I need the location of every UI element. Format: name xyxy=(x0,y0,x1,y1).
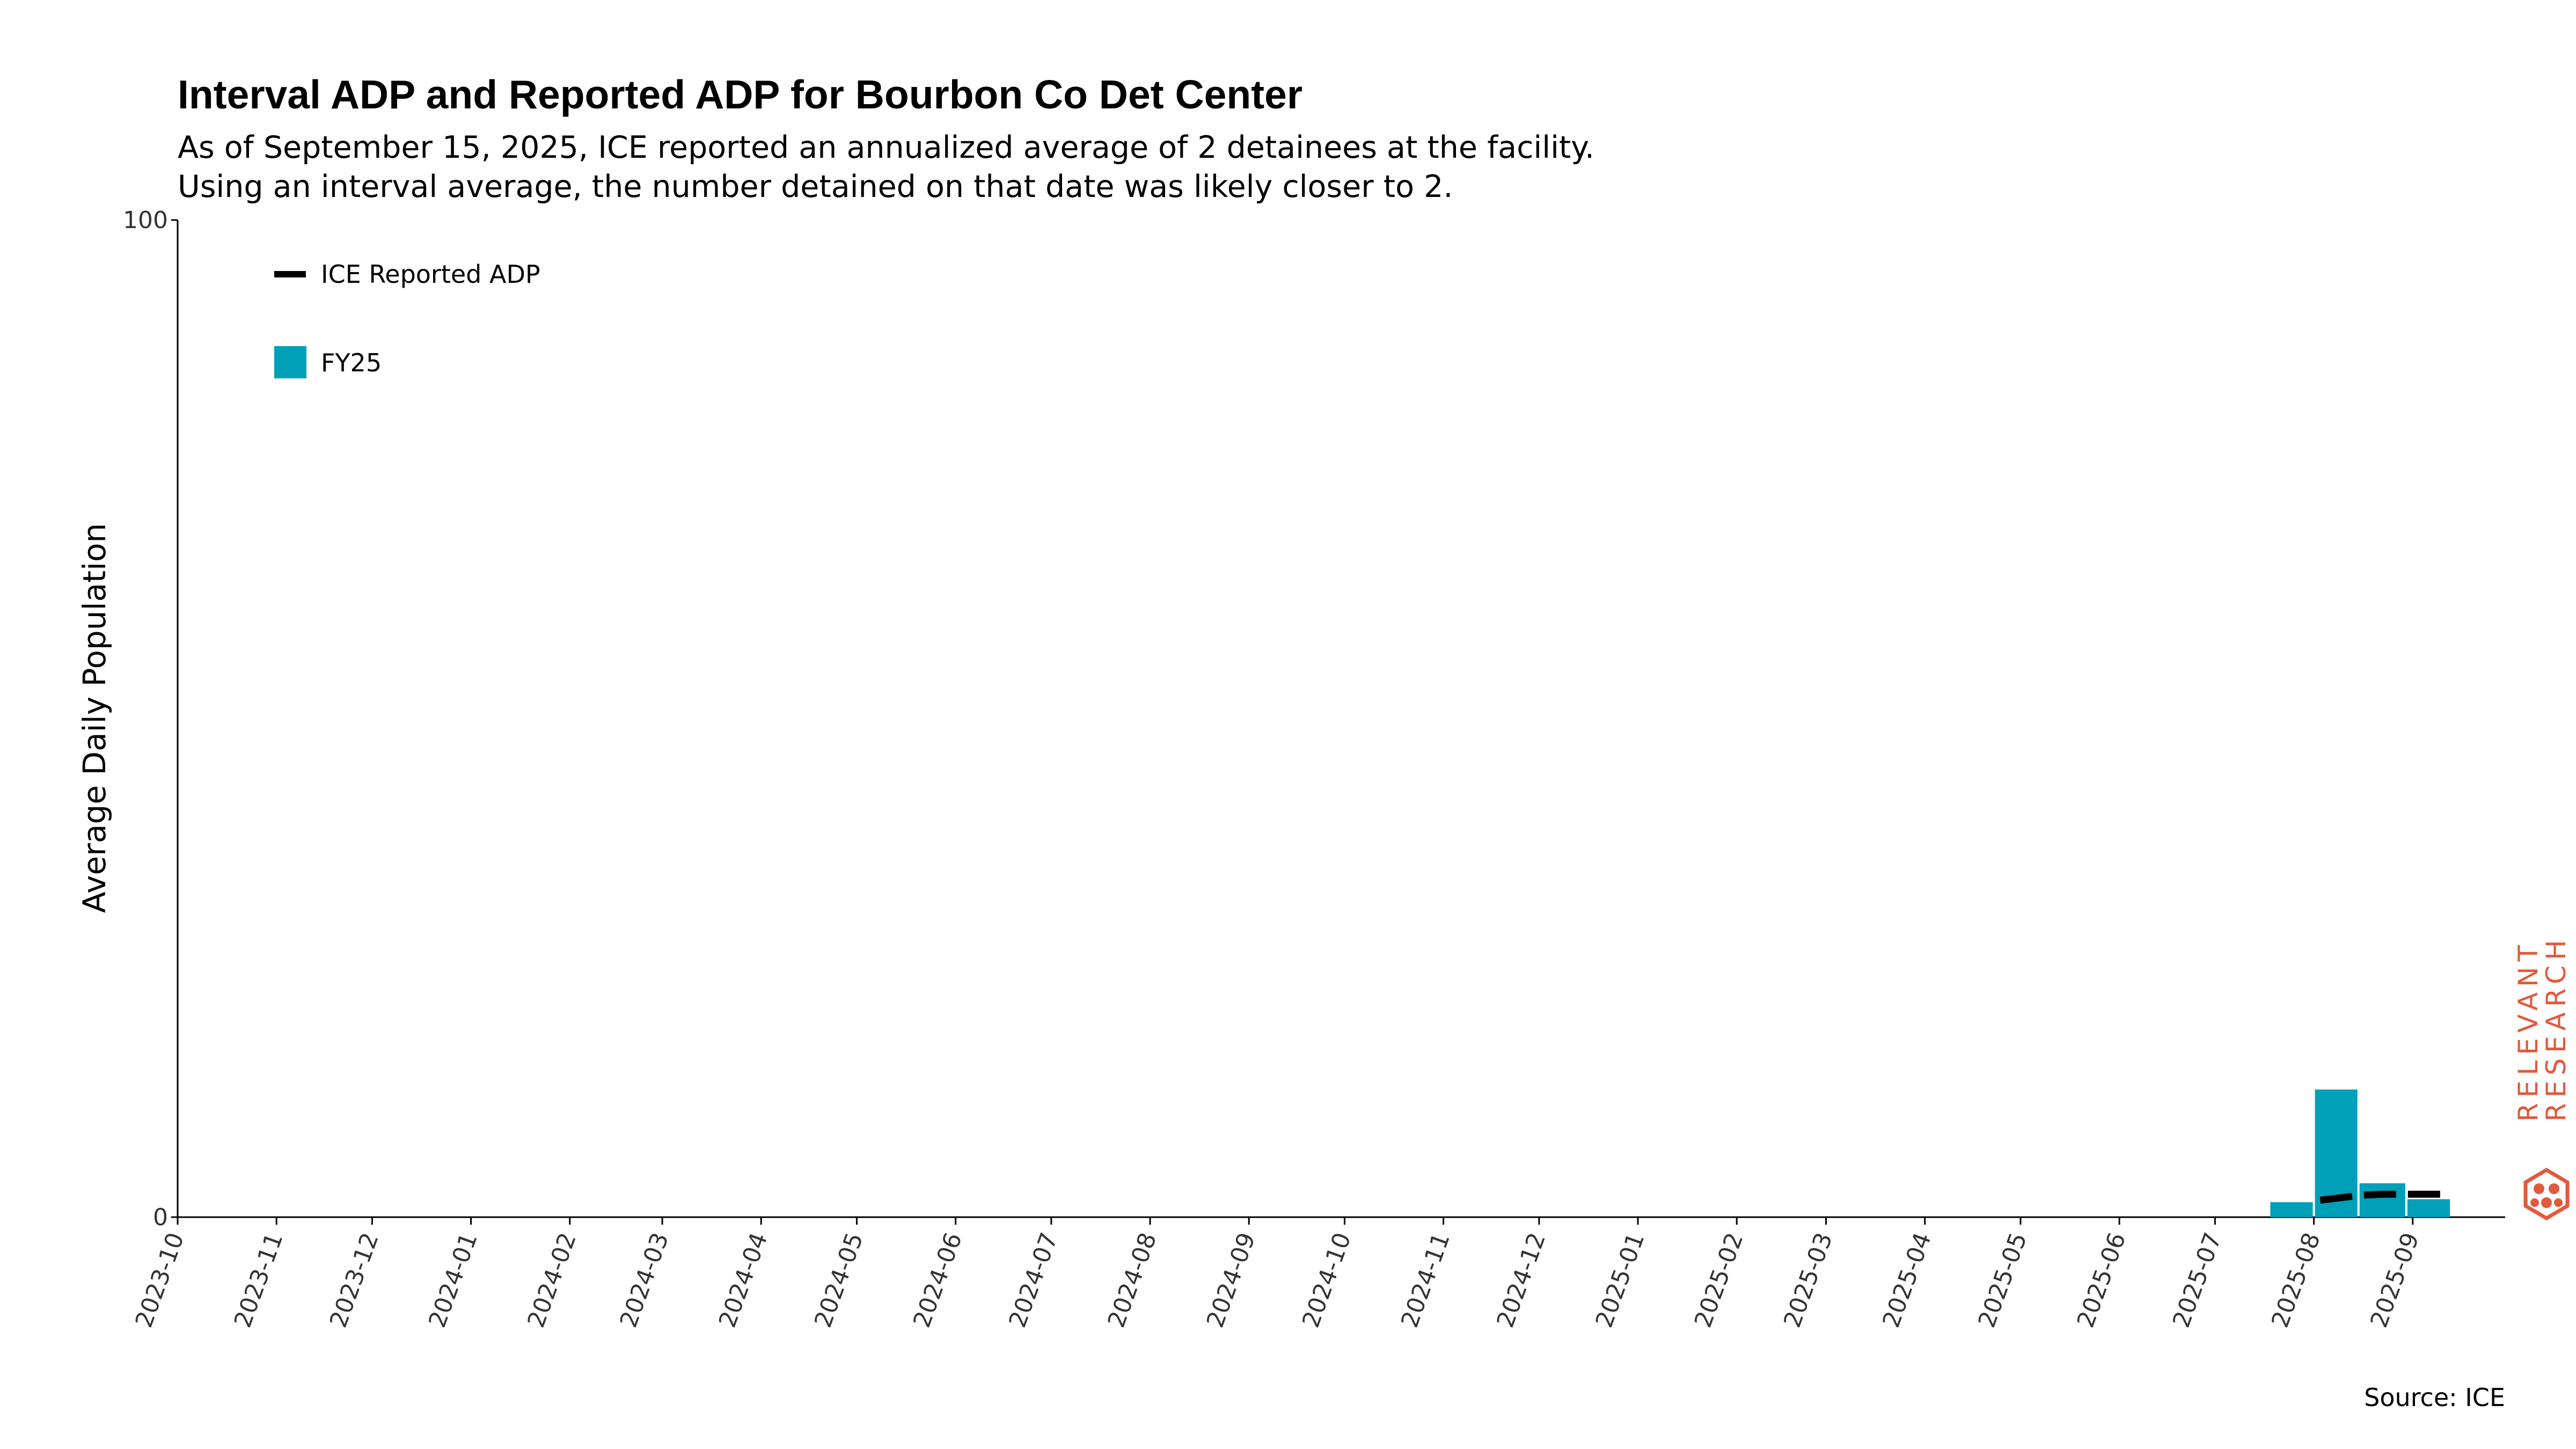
reported-adp-polyline xyxy=(2319,1190,2451,1204)
x-tick-label: 2024-02 xyxy=(522,1229,582,1331)
x-tick-label: 2025-08 xyxy=(2266,1229,2326,1331)
x-tick-label: 2024-10 xyxy=(1297,1229,1357,1331)
legend-label-reported: ICE Reported ADP xyxy=(321,260,540,289)
x-tick-label: 2024-11 xyxy=(1396,1229,1455,1331)
x-tick-label: 2025-01 xyxy=(1591,1229,1650,1331)
x-tick-label: 2023-12 xyxy=(325,1229,384,1331)
x-tick-label: 2025-07 xyxy=(2168,1229,2227,1331)
x-tick-label: 2025-03 xyxy=(1779,1229,1838,1331)
x-tick-label: 2024-09 xyxy=(1202,1229,1261,1331)
x-tick-label: 2025-04 xyxy=(1877,1229,1937,1331)
logo-text-line1: RELEVANT xyxy=(2513,940,2544,1122)
y-ticks: 0 100 xyxy=(123,207,178,1231)
reported-adp-line xyxy=(2319,1190,2451,1204)
y-axis-label: Average Daily Population xyxy=(76,523,113,913)
x-tick-label: 2025-02 xyxy=(1689,1229,1749,1331)
x-tick-label: 2025-06 xyxy=(2072,1229,2132,1331)
relevant-research-logo: RELEVANT RESEARCH xyxy=(2513,934,2572,1221)
y-tick-label: 0 xyxy=(153,1204,168,1231)
x-ticks: 2023-10 2023-11 2023-12 2024-01 2024-02 2024-… xyxy=(130,1217,2425,1331)
hexagon-molecule-icon xyxy=(2523,1167,2570,1221)
legend-patch-swatch xyxy=(274,346,306,378)
legend-label-fy25: FY25 xyxy=(321,348,382,377)
x-tick-label: 2023-11 xyxy=(229,1229,289,1331)
x-tick-label: 2024-07 xyxy=(1004,1229,1063,1331)
x-tick-label: 2024-06 xyxy=(908,1229,968,1331)
interval-adp-bar xyxy=(2407,1199,2450,1217)
x-tick-label: 2024-12 xyxy=(1491,1229,1551,1331)
interval-adp-bar xyxy=(2359,1183,2405,1217)
logo-text-line2: RESEARCH xyxy=(2541,934,2572,1122)
y-tick-label: 100 xyxy=(123,207,168,234)
x-tick-label: 2025-05 xyxy=(1973,1229,2032,1331)
x-tick-label: 2024-08 xyxy=(1103,1229,1162,1331)
x-tick-label: 2024-01 xyxy=(423,1229,483,1331)
x-tick-label: 2024-03 xyxy=(615,1229,675,1331)
interval-adp-bar xyxy=(2270,1202,2313,1217)
x-tick-label: 2023-10 xyxy=(130,1229,190,1331)
bars xyxy=(2270,1089,2450,1217)
chart-title: Interval ADP and Reported ADP for Bourbo… xyxy=(178,72,1302,117)
x-tick-label: 2025-09 xyxy=(2365,1229,2425,1331)
source-note: Source: ICE xyxy=(2364,1383,2505,1412)
x-tick-label: 2024-04 xyxy=(714,1229,773,1331)
legend: ICE Reported ADP FY25 xyxy=(274,260,540,378)
chart-subtitle-line-2: Using an interval average, the number de… xyxy=(178,169,1453,204)
x-tick-label: 2024-05 xyxy=(809,1229,869,1331)
chart-subtitle-line-1: As of September 15, 2025, ICE reported a… xyxy=(178,130,1594,165)
